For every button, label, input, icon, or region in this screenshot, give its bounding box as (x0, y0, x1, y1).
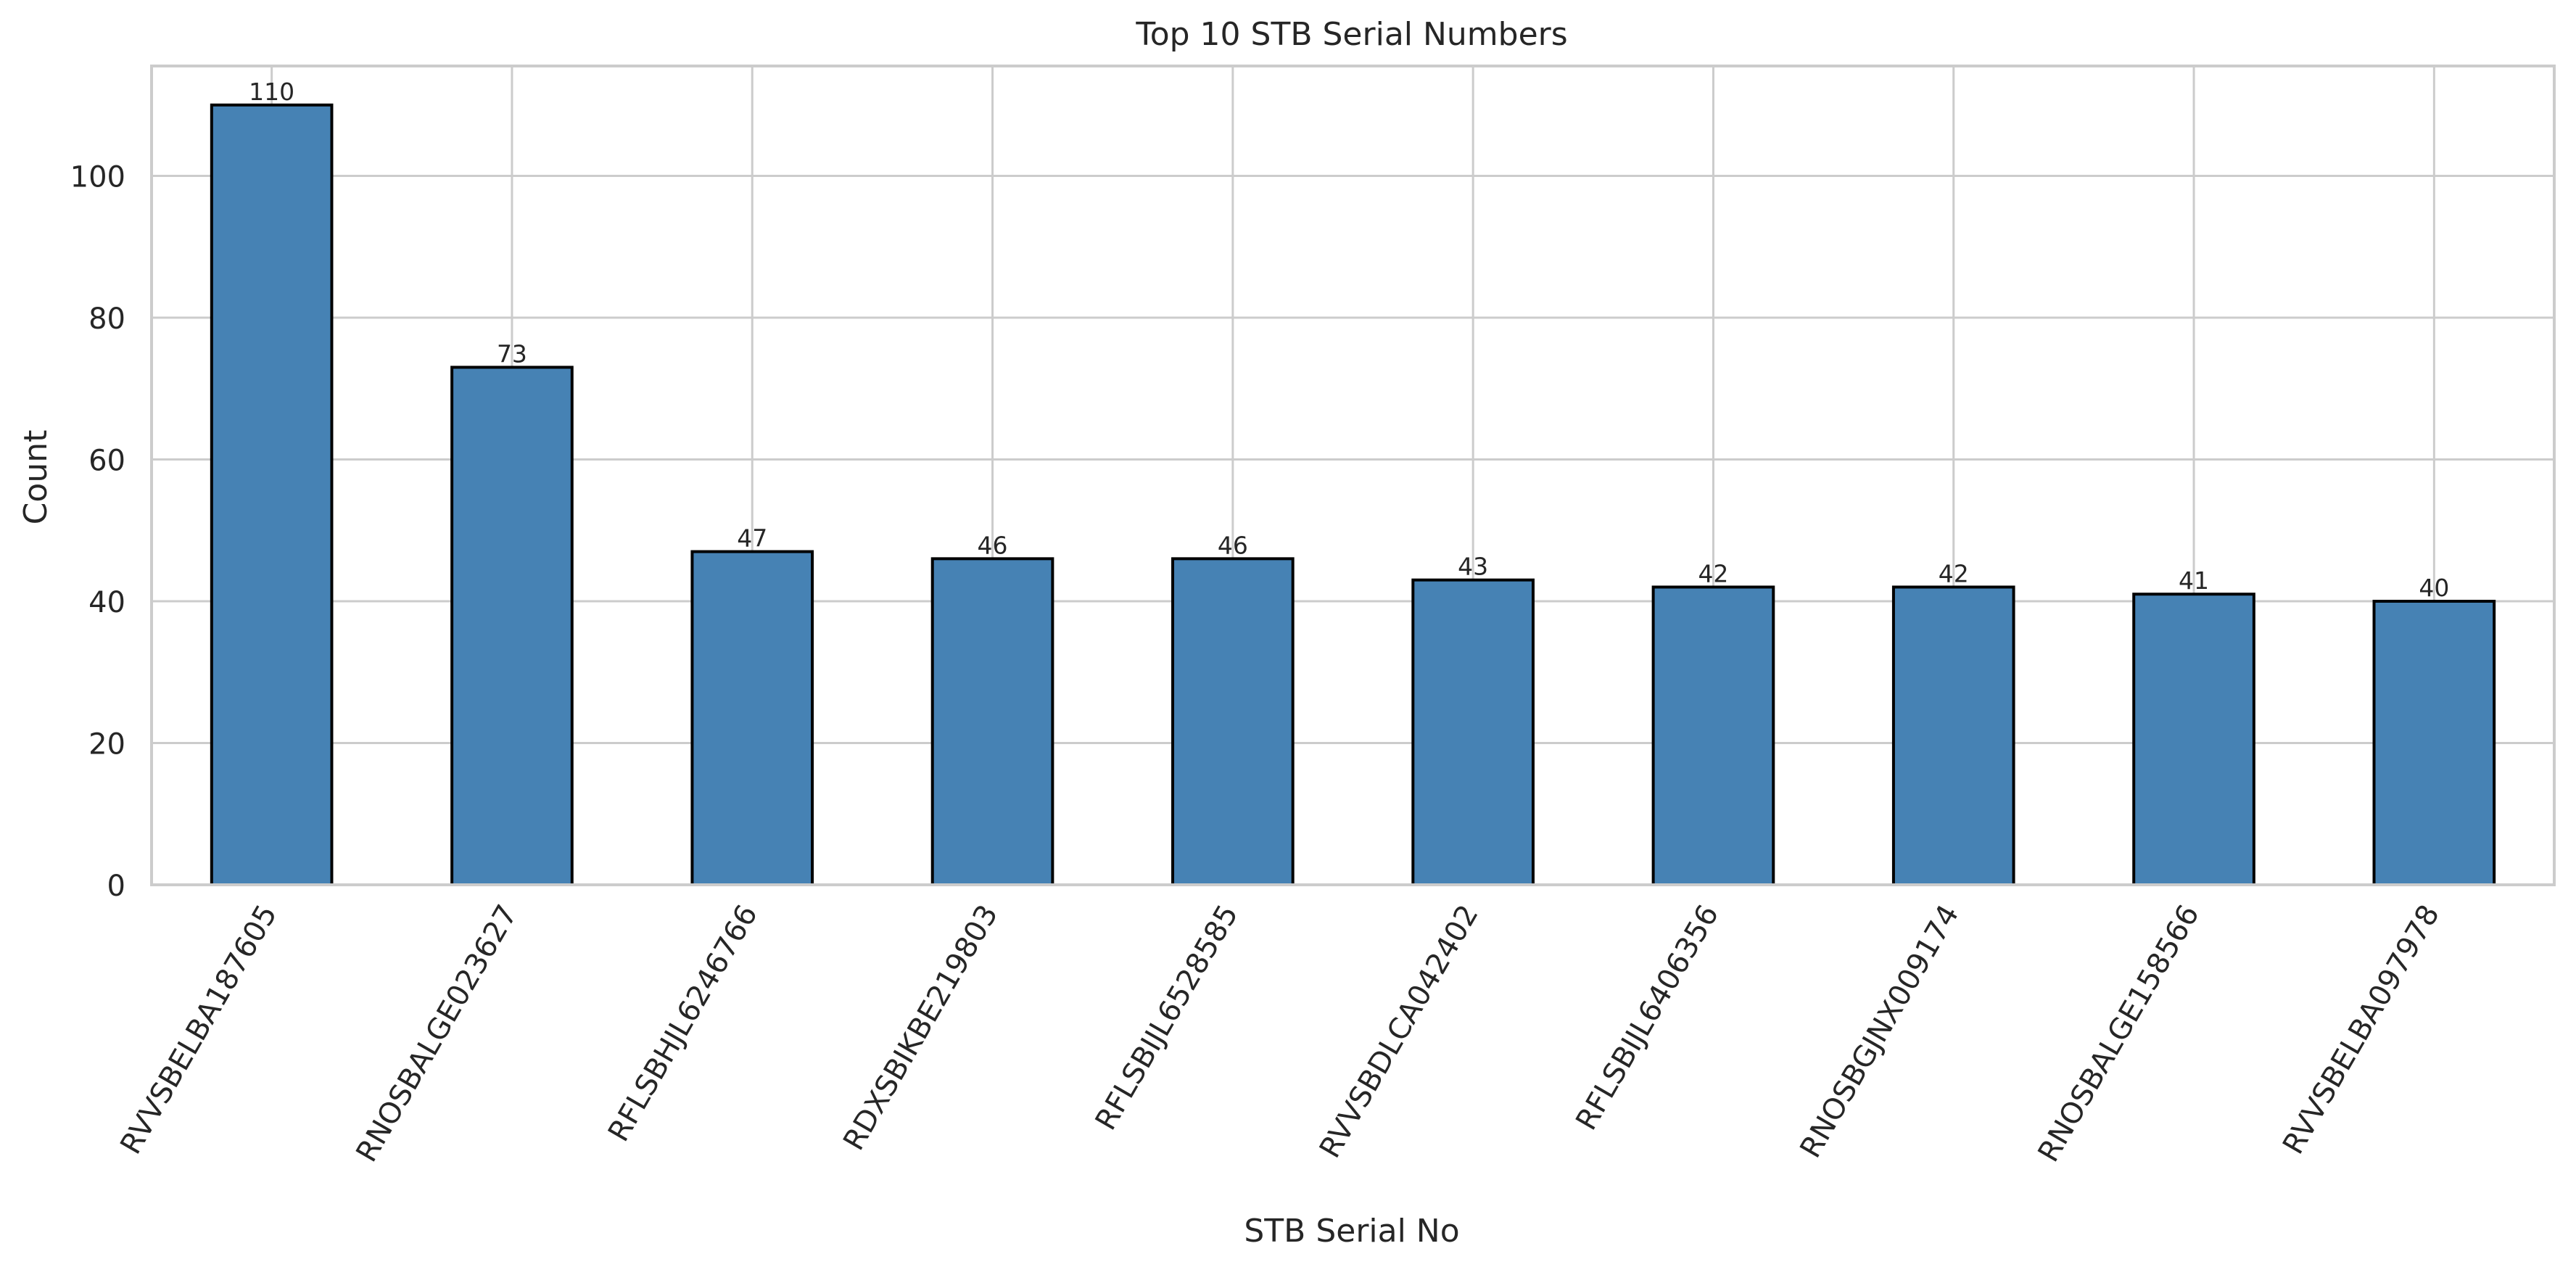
data-label: 46 (978, 531, 1008, 559)
data-label: 73 (497, 339, 527, 368)
bar (1411, 578, 1535, 886)
data-label: 110 (249, 78, 294, 106)
y-tick-label: 80 (88, 302, 125, 336)
y-tick-label: 0 (107, 870, 125, 903)
data-label: 47 (737, 524, 767, 553)
data-label: 42 (1698, 559, 1728, 587)
data-label: 41 (2179, 566, 2209, 595)
bar (2132, 593, 2255, 886)
bar (210, 103, 334, 886)
data-label: 46 (1218, 531, 1248, 559)
bar (690, 550, 814, 886)
y-axis-label: Count (17, 430, 54, 525)
data-label: 40 (2419, 574, 2449, 602)
bar (1171, 557, 1295, 886)
bar (1651, 585, 1775, 886)
bar (450, 366, 574, 886)
y-tick-label: 60 (88, 445, 125, 478)
bar (1891, 585, 2015, 886)
y-tick-label: 100 (70, 161, 125, 194)
axes-frame (150, 65, 2556, 886)
data-label: 43 (1458, 553, 1488, 581)
chart-title: Top 10 STB Serial Numbers (1135, 16, 1567, 53)
bars (210, 103, 2496, 886)
bar (2372, 600, 2496, 886)
bar (930, 557, 1054, 886)
data-labels: 110 73 47 46 46 43 42 42 41 40 (249, 78, 2449, 602)
y-tick-labels: 0 20 40 60 80 100 (70, 161, 125, 903)
data-label: 42 (1939, 559, 1969, 587)
y-tick-label: 40 (88, 586, 125, 619)
y-tick-label: 20 (88, 728, 125, 762)
x-axis-label: STB Serial No (1244, 1213, 1459, 1250)
